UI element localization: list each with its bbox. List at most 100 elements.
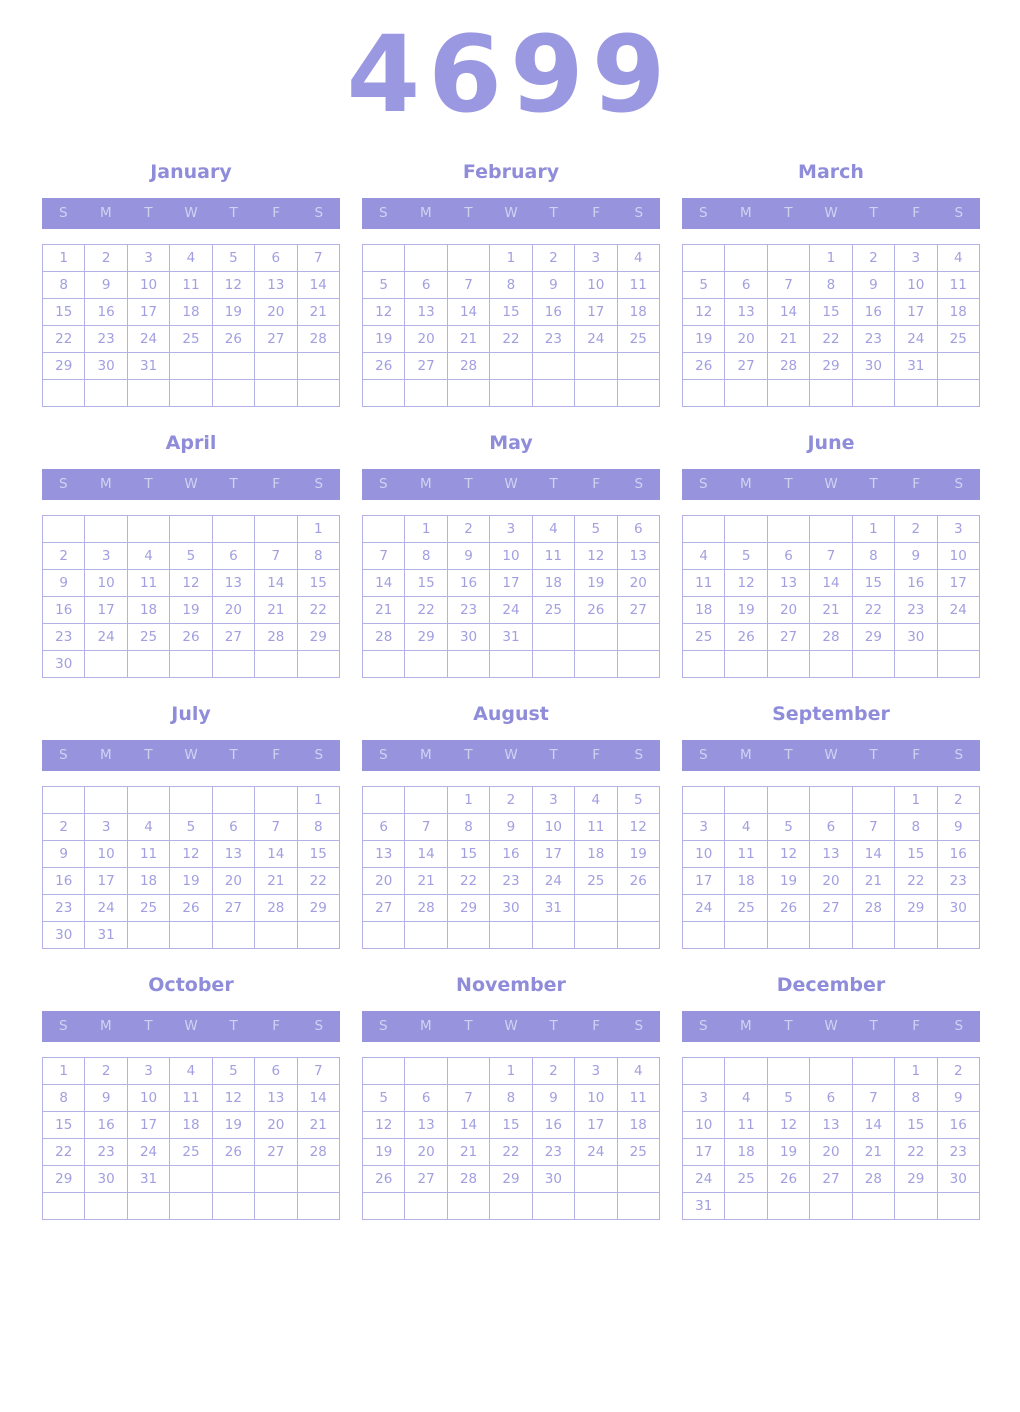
day-cell: 18	[681, 596, 726, 624]
day-cell: 18	[574, 840, 618, 868]
weekday-header-5: F	[912, 205, 921, 221]
day-cell: 19	[724, 596, 768, 624]
weekday-header-6: S	[314, 747, 324, 763]
day-cell: 21	[766, 325, 811, 353]
day-cell: 3	[681, 1084, 726, 1112]
day-cell: 31	[894, 352, 938, 380]
empty-day-cell	[531, 379, 576, 407]
day-cell: 27	[254, 325, 298, 353]
day-cell: 14	[851, 840, 896, 868]
weekday-header-2: T	[144, 205, 153, 221]
day-cell: 25	[936, 325, 981, 353]
week-row: 8 9 10 11 12 13 14	[41, 1084, 341, 1112]
day-cell: 12	[169, 840, 213, 868]
day-cell: 29	[894, 894, 938, 922]
day-cell: 11	[169, 1084, 213, 1112]
day-cell: 28	[404, 894, 448, 922]
day-cell: 5	[169, 542, 213, 570]
day-cell: 16	[41, 867, 86, 895]
day-grid: 1 2 3 4 5 6 7 8 9 10 11 12 13 14 15 16 17 18 19 20 21 22 23 24 2…	[361, 1057, 661, 1220]
day-cell: 29	[41, 352, 86, 380]
day-cell: 4	[681, 542, 726, 570]
day-cell: 15	[296, 840, 341, 868]
weekday-header-3: W	[504, 476, 518, 492]
week-row: 22 23 24 25 26 27 28	[41, 1138, 341, 1166]
weekday-header-0: S	[699, 747, 708, 763]
day-cell: 22	[41, 325, 86, 353]
week-row	[361, 1192, 661, 1220]
day-cell: 2	[851, 244, 896, 272]
week-row	[681, 921, 981, 949]
day-cell: 24	[574, 325, 618, 353]
empty-day-cell	[169, 379, 213, 407]
day-cell: 25	[724, 894, 768, 922]
day-cell: 6	[361, 813, 406, 841]
day-cell: 21	[361, 596, 406, 624]
weekday-header-2: T	[464, 205, 473, 221]
day-cell: 18	[616, 1111, 661, 1139]
empty-day-cell	[681, 1057, 726, 1085]
day-cell: 15	[446, 840, 491, 868]
day-cell: 2	[41, 813, 86, 841]
day-cell: 28	[296, 1138, 341, 1166]
weekday-header-2: T	[144, 747, 153, 763]
day-grid: 1 2 3 4 5 6 7 8 9 10 11 12 13 14 15 16 17 18 19 20 21 22 23 24 2…	[41, 515, 341, 678]
day-cell: 16	[851, 298, 896, 326]
week-row: 24 25 26 27 28 29 30	[681, 1165, 981, 1193]
day-cell: 9	[851, 271, 896, 299]
day-cell: 1	[41, 244, 86, 272]
day-cell: 5	[211, 244, 256, 272]
day-cell: 9	[489, 813, 533, 841]
empty-day-cell	[84, 1192, 128, 1220]
empty-day-cell	[84, 650, 128, 678]
day-cell: 12	[616, 813, 661, 841]
weekday-header-6: S	[314, 205, 324, 221]
day-cell: 4	[531, 515, 576, 543]
empty-day-cell	[211, 1165, 256, 1193]
weekday-header-4: T	[549, 476, 558, 492]
day-cell: 8	[446, 813, 491, 841]
day-cell: 24	[84, 623, 128, 651]
day-cell: 25	[126, 894, 171, 922]
day-cell: 25	[616, 325, 661, 353]
day-grid: 1 2 3 4 5 6 7 8 9 10 11 12 13 14 15 16 17 18 19 20 21 22 23 24 2…	[361, 244, 661, 407]
empty-day-cell	[851, 650, 896, 678]
week-row: 23 24 25 26 27 28 29	[41, 894, 341, 922]
day-cell: 1	[446, 786, 491, 814]
empty-day-cell	[126, 786, 171, 814]
day-cell: 11	[169, 271, 213, 299]
month-calendar-may: May S M T W T F S 1 2 3 4 5 6 7 8 9 10 11 12 13 14 15 16 17 18 19 2…	[361, 431, 661, 678]
day-cell: 23	[936, 867, 981, 895]
day-cell: 14	[809, 569, 853, 597]
day-cell: 1	[894, 1057, 938, 1085]
empty-day-cell	[681, 244, 726, 272]
weekday-header-4: T	[869, 476, 878, 492]
day-cell: 12	[724, 569, 768, 597]
day-cell: 2	[531, 244, 576, 272]
day-cell: 14	[766, 298, 811, 326]
day-cell: 22	[404, 596, 448, 624]
empty-day-cell	[531, 1192, 576, 1220]
day-cell: 13	[809, 840, 853, 868]
month-title: January	[150, 161, 232, 183]
day-cell: 13	[254, 1084, 298, 1112]
day-cell: 30	[84, 1165, 128, 1193]
week-row: 30	[41, 650, 341, 678]
weekday-header-5: F	[272, 747, 281, 763]
day-cell: 19	[766, 1138, 811, 1166]
empty-day-cell	[361, 244, 406, 272]
week-row: 14 15 16 17 18 19 20	[361, 569, 661, 597]
month-calendar-february: February S M T W T F S 1 2 3 4 5 6 7 8 9 10 11 12 13 14 15 16 17…	[361, 160, 661, 407]
day-cell: 7	[254, 542, 298, 570]
empty-day-cell	[574, 623, 618, 651]
empty-day-cell	[446, 1057, 491, 1085]
day-cell: 18	[169, 298, 213, 326]
day-cell: 15	[489, 298, 533, 326]
day-cell: 29	[809, 352, 853, 380]
day-cell: 4	[616, 1057, 661, 1085]
